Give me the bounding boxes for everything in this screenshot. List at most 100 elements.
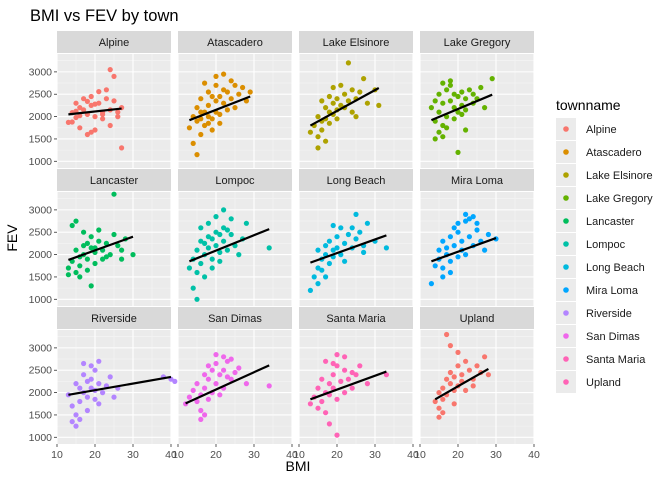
- legend-item-atascadero: Atascadero: [556, 141, 642, 163]
- data-point: [451, 243, 457, 249]
- data-point: [228, 96, 234, 102]
- x-tick-label: 20: [452, 449, 464, 461]
- facet-strip: [299, 169, 413, 191]
- facet-strip: [299, 31, 413, 53]
- legend-item-santa-maria: Santa Maria: [556, 348, 646, 370]
- data-point: [447, 369, 453, 376]
- data-point: [69, 403, 75, 409]
- data-point: [217, 258, 223, 264]
- data-point: [345, 98, 351, 104]
- data-point: [198, 116, 204, 122]
- facet-strip-label: Riverside: [91, 313, 137, 325]
- facet-strip-label: Lompoc: [215, 175, 255, 187]
- data-point: [198, 407, 204, 414]
- data-point: [447, 258, 453, 264]
- data-point: [323, 138, 329, 144]
- data-point: [323, 358, 329, 364]
- x-tick-label: 30: [127, 449, 139, 461]
- data-point: [205, 220, 211, 226]
- data-point: [84, 240, 90, 246]
- legend-label: Riverside: [586, 308, 632, 320]
- data-point: [198, 260, 204, 267]
- data-point: [103, 96, 109, 102]
- data-point: [194, 296, 200, 302]
- data-point: [107, 122, 113, 129]
- data-points: [428, 76, 495, 155]
- y-tick-label: 3000: [29, 66, 53, 78]
- data-point: [88, 376, 94, 382]
- data-point: [198, 109, 204, 115]
- data-point: [224, 374, 230, 380]
- regression-line: [310, 370, 387, 401]
- data-point: [209, 116, 215, 122]
- y-tick-label: 3000: [29, 204, 53, 216]
- data-point: [342, 354, 348, 360]
- facet-panel-lake-elsinore: Lake Elsinore: [298, 31, 414, 168]
- data-point: [342, 258, 348, 264]
- data-point: [364, 220, 370, 226]
- regression-line: [189, 95, 251, 122]
- data-point: [455, 254, 461, 260]
- regression-line: [68, 107, 122, 116]
- x-tick-label: 10: [414, 449, 426, 461]
- data-point: [232, 82, 238, 88]
- data-point: [96, 238, 102, 244]
- legend-item-san-dimas: San Dimas: [556, 325, 640, 347]
- data-point: [315, 281, 321, 287]
- data-point: [213, 243, 219, 249]
- x-tick-label: 10: [293, 449, 305, 461]
- data-point: [440, 134, 446, 140]
- data-point: [307, 287, 313, 293]
- data-point: [172, 378, 178, 384]
- data-point: [466, 87, 472, 93]
- data-point: [463, 218, 469, 224]
- data-point: [440, 238, 446, 244]
- data-point: [361, 249, 367, 255]
- data-point: [447, 234, 453, 240]
- data-point: [315, 114, 321, 120]
- data-point: [103, 87, 109, 93]
- data-point: [209, 236, 215, 242]
- legend-label: Upland: [586, 377, 621, 389]
- data-point: [349, 109, 355, 115]
- data-points: [432, 331, 491, 420]
- x-tick-label: 40: [407, 449, 419, 461]
- legend-key-point: [563, 264, 569, 270]
- legend-item-upland: Upland: [556, 371, 621, 393]
- data-point: [349, 87, 355, 93]
- data-point: [451, 116, 457, 122]
- data-point: [130, 252, 136, 258]
- data-point: [190, 387, 196, 393]
- data-point: [221, 100, 227, 106]
- data-point: [455, 229, 461, 235]
- legend-item-riverside: Riverside: [556, 302, 632, 324]
- data-point: [428, 105, 434, 111]
- data-point: [119, 247, 125, 253]
- data-point: [323, 243, 329, 249]
- data-point: [466, 216, 472, 222]
- legend-item-lake-elsinore: Lake Elsinore: [556, 164, 653, 186]
- legend-key-point: [563, 379, 569, 385]
- y-tick-label: 2500: [29, 227, 53, 239]
- data-point: [319, 127, 325, 133]
- data-point: [307, 401, 313, 407]
- data-point: [463, 127, 469, 133]
- data-point: [447, 82, 453, 88]
- data-point: [107, 252, 113, 258]
- data-point: [451, 401, 457, 407]
- data-point: [459, 372, 465, 378]
- facet-panel-lake-gregory: Lake Gregory: [419, 31, 535, 168]
- data-point: [115, 114, 121, 120]
- data-point: [209, 256, 215, 262]
- facet-panels: Alpine 1000 1500 2000 2500 3000 Atascadero Lake…: [29, 31, 540, 461]
- data-point: [77, 125, 83, 131]
- data-point: [459, 111, 465, 117]
- data-point: [334, 234, 340, 240]
- facet-strip-label: Long Beach: [327, 175, 386, 187]
- data-point: [243, 220, 249, 226]
- data-point: [455, 149, 461, 155]
- facet-strip: [57, 31, 171, 53]
- data-point: [447, 269, 453, 276]
- data-point: [209, 93, 215, 100]
- data-point: [88, 363, 94, 369]
